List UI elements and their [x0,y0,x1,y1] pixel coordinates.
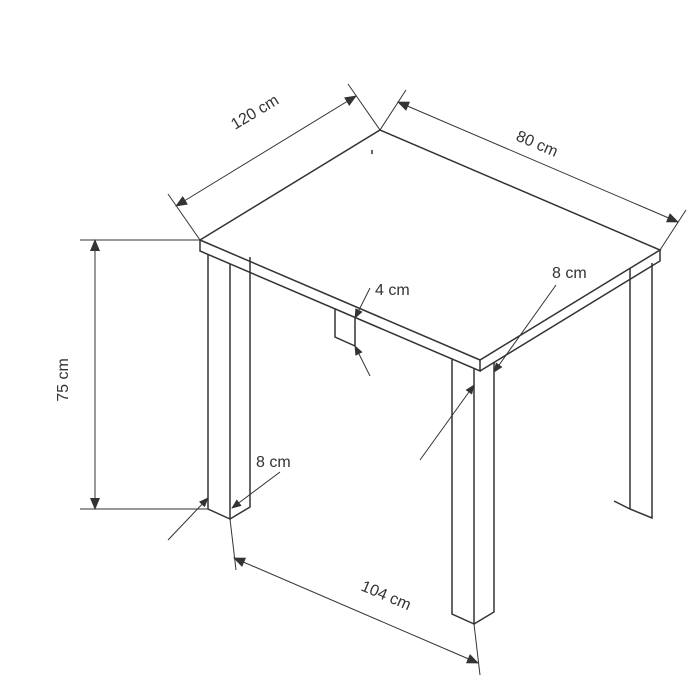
tabletop [200,130,660,371]
dim-width-label: 80 cm [513,128,560,161]
dim-length-label: 120 cm [228,92,282,134]
apron [335,309,355,346]
table-dimension-diagram: 120 cm 80 cm 75 cm 4 cm 8 cm 8 cm 104 cm [0,0,700,700]
dim-height-label: 75 cm [55,358,72,402]
dim-leg-span: 104 cm [230,519,480,675]
legs [208,150,652,624]
dim-leg-side: 8 cm [420,265,587,460]
dim-width: 80 cm [380,90,686,250]
dim-length: 120 cm [168,84,380,240]
dim-leg-side-label: 8 cm [552,265,587,282]
dim-leg-front-label: 8 cm [256,454,291,471]
dim-height: 75 cm [55,240,208,509]
dim-leg-span-label: 104 cm [358,578,413,614]
dim-apron-label: 4 cm [375,282,410,299]
